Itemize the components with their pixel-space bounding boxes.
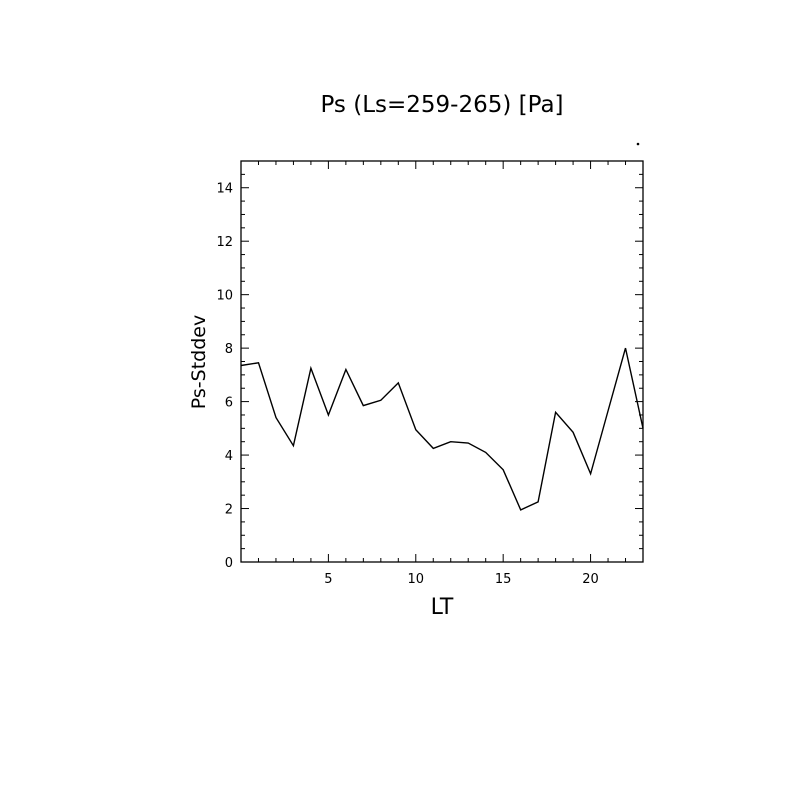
y-tick-label: 14 [216, 182, 233, 197]
y-tick-labels: 0 2 4 6 8 10 12 14 [216, 182, 233, 571]
x-axis-label: LT [431, 595, 454, 620]
y-tick-label: 4 [225, 449, 233, 464]
x-axis [240, 161, 644, 562]
x-tick-labels: 5 10 15 20 [324, 572, 599, 587]
y-tick-label: 8 [225, 342, 233, 357]
plot-frame [240, 160, 644, 563]
y-axis-label: Ps-Stddev [188, 315, 210, 409]
x-tick-label: 5 [324, 572, 332, 587]
series-line [240, 347, 644, 511]
y-tick-label: 0 [225, 556, 233, 571]
y-tick-label: 12 [216, 235, 233, 250]
corner-dot [636, 142, 640, 146]
y-tick-label: 10 [216, 289, 233, 304]
y-axis [241, 160, 643, 563]
chart-title: Ps (Ls=259-265) [Pa] [320, 92, 563, 118]
x-tick-label: 15 [495, 572, 512, 587]
series-layer [240, 347, 644, 511]
y-tick-label: 6 [225, 396, 233, 411]
x-tick-label: 20 [582, 572, 599, 587]
x-tick-label: 10 [408, 572, 425, 587]
y-tick-label: 2 [225, 503, 233, 518]
